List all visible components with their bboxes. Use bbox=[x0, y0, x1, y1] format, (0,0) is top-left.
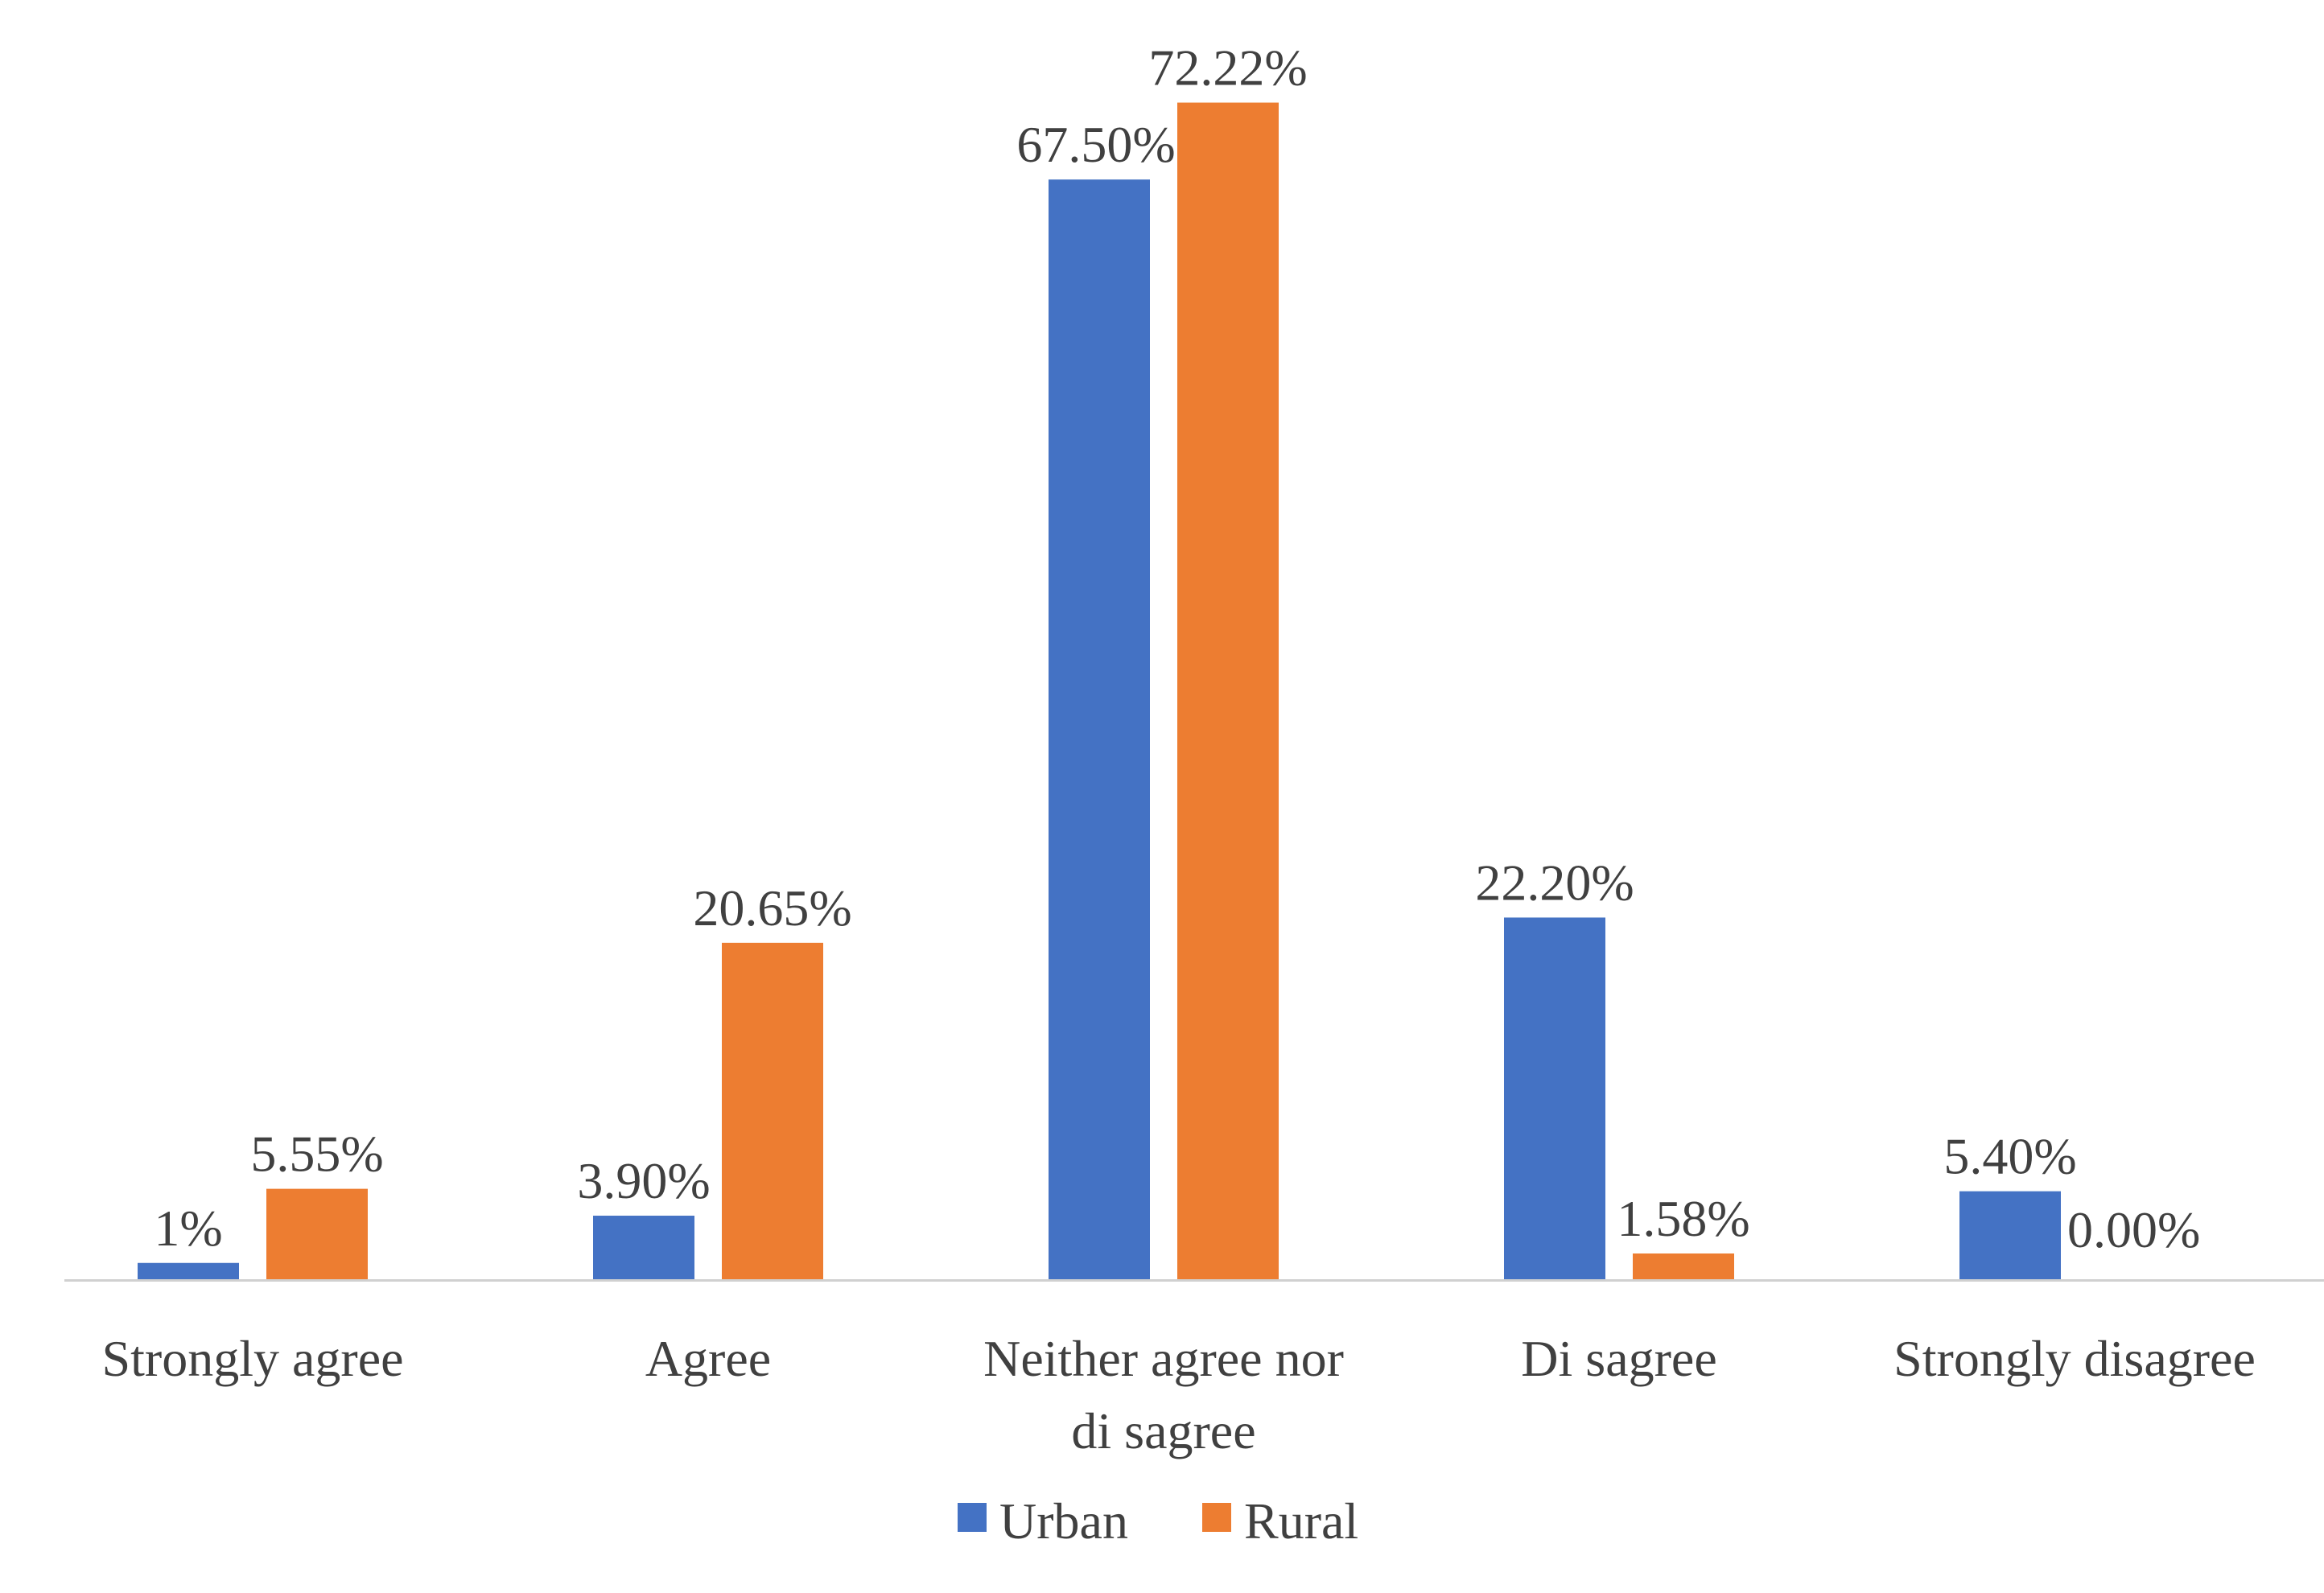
data-label-urban-2: 67.50% bbox=[1016, 116, 1175, 173]
category-label-4-line-0: Strongly disagree bbox=[1893, 1330, 2256, 1387]
bar-urban-3 bbox=[1504, 917, 1605, 1279]
legend-label-urban: Urban bbox=[999, 1492, 1128, 1550]
legend: Urban Rural bbox=[958, 1492, 1358, 1550]
bars-group bbox=[138, 102, 2061, 1279]
bar-rural-3 bbox=[1633, 1253, 1734, 1279]
legend-swatch-urban bbox=[958, 1503, 987, 1532]
data-label-rural-2: 72.22% bbox=[1148, 39, 1307, 97]
category-label-2-line-0: Neither agree nor bbox=[983, 1330, 1344, 1387]
legend-swatch-rural bbox=[1202, 1503, 1231, 1532]
category-label-3-line-0: Di sagree bbox=[1521, 1330, 1716, 1387]
category-labels-group: Strongly agree Agree Neither agree nor di s… bbox=[102, 1330, 2256, 1459]
bar-rural-1 bbox=[722, 942, 823, 1279]
data-label-rural-1: 20.65% bbox=[693, 879, 851, 936]
bar-urban-4 bbox=[1959, 1191, 2061, 1279]
data-label-urban-4: 5.40% bbox=[1943, 1128, 2076, 1185]
data-label-urban-1: 3.90% bbox=[577, 1152, 710, 1209]
bar-urban-0 bbox=[138, 1262, 239, 1279]
category-label-0-line-0: Strongly agree bbox=[102, 1330, 404, 1387]
data-label-urban-0: 1% bbox=[154, 1200, 222, 1257]
bar-urban-1 bbox=[593, 1216, 694, 1279]
legend-label-rural: Rural bbox=[1244, 1492, 1358, 1550]
bar-urban-2 bbox=[1049, 179, 1150, 1279]
data-label-rural-3: 1.58% bbox=[1617, 1190, 1749, 1247]
data-label-urban-3: 22.20% bbox=[1475, 854, 1634, 911]
category-label-2-line-1: di sagree bbox=[1071, 1402, 1255, 1459]
category-label-1-line-0: Agree bbox=[645, 1330, 771, 1387]
bar-rural-2 bbox=[1177, 102, 1279, 1279]
data-label-rural-4: 0.00% bbox=[2067, 1201, 2200, 1258]
data-label-rural-0: 5.55% bbox=[250, 1126, 383, 1183]
data-labels-group: 1% 5.55% 3.90% 20.65% 67.50% 72.22% 22.20% 1.58… bbox=[154, 39, 2200, 1258]
bar-rural-0 bbox=[266, 1188, 368, 1279]
